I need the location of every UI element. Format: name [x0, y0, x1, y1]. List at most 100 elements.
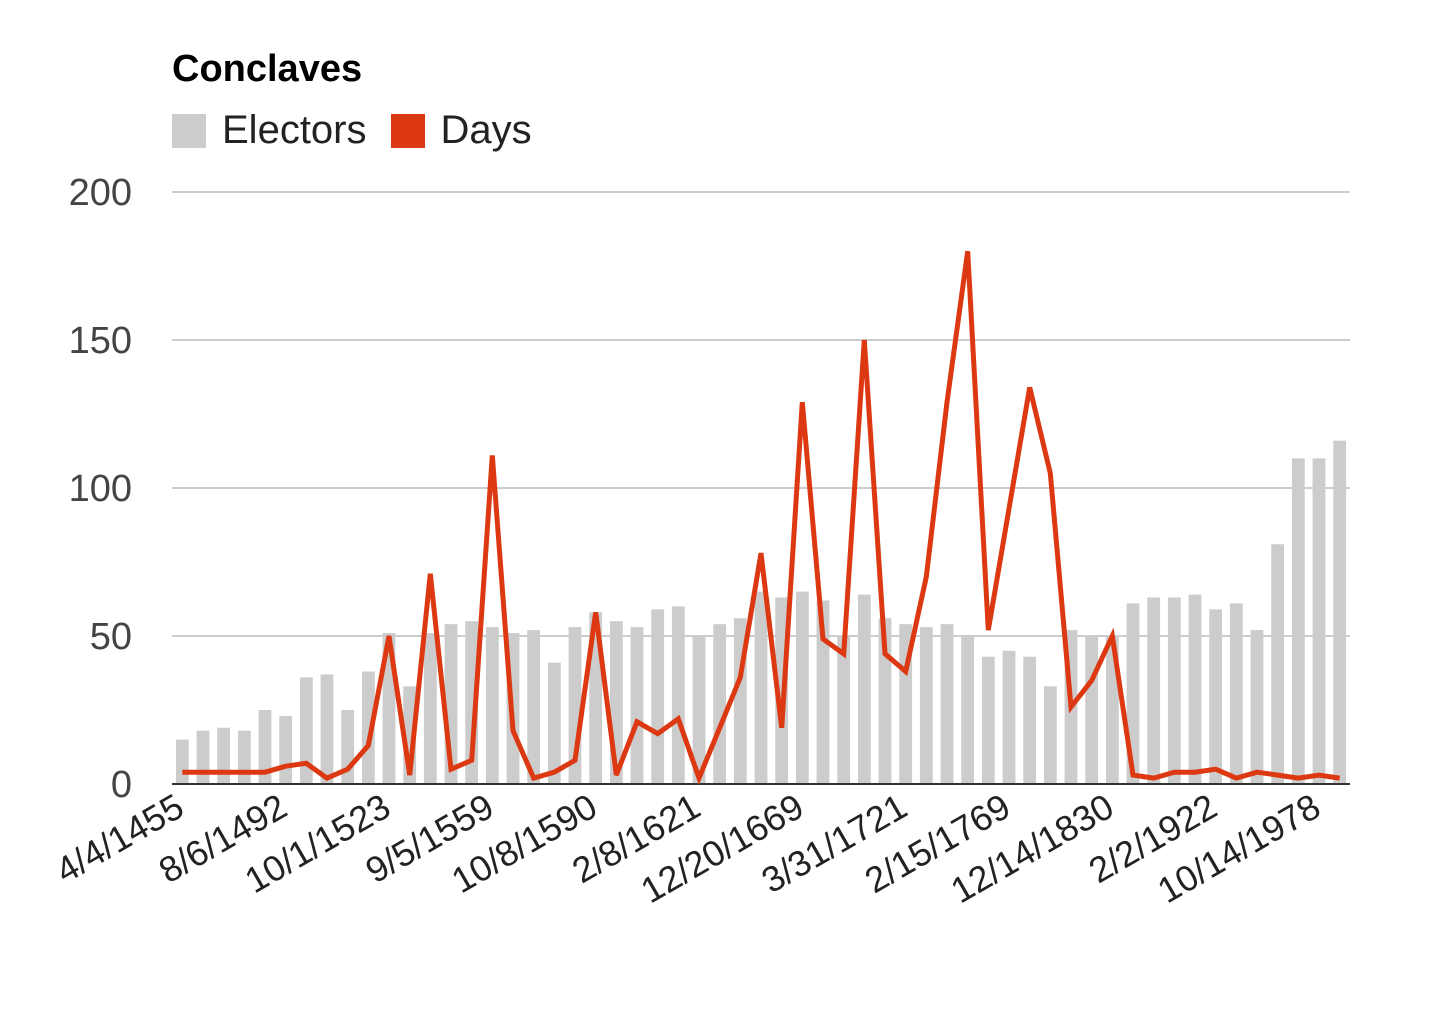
point-days[interactable] [633, 718, 641, 726]
point-days[interactable] [1026, 383, 1034, 391]
point-days[interactable] [282, 762, 290, 770]
point-days[interactable] [674, 715, 682, 723]
legend-swatch-electors [172, 113, 206, 148]
point-days[interactable] [984, 626, 992, 634]
point-days[interactable] [778, 724, 786, 732]
point-days[interactable] [1232, 774, 1240, 782]
bar-electors[interactable] [630, 627, 644, 784]
point-days[interactable] [592, 608, 600, 616]
legend-item-electors[interactable]: Electors [172, 108, 367, 153]
point-days[interactable] [220, 768, 228, 776]
bar-electors[interactable] [279, 715, 293, 784]
point-days[interactable] [819, 635, 827, 643]
bar-electors[interactable] [816, 600, 830, 784]
point-days[interactable] [199, 768, 207, 776]
bar-electors[interactable] [1167, 597, 1181, 784]
point-days[interactable] [964, 247, 972, 255]
bar-electors[interactable] [713, 624, 727, 784]
bar-electors[interactable] [671, 606, 685, 784]
line-days[interactable] [182, 250, 1341, 786]
bar-electors[interactable] [1291, 458, 1305, 784]
bar-electors[interactable] [837, 636, 851, 784]
bar-electors[interactable] [651, 609, 665, 784]
point-days[interactable] [1067, 703, 1075, 711]
point-days[interactable] [1046, 469, 1054, 477]
point-days[interactable] [716, 724, 724, 732]
bar-electors[interactable] [1209, 609, 1223, 784]
point-days[interactable] [1253, 768, 1261, 776]
point-days[interactable] [488, 451, 496, 459]
point-days[interactable] [1191, 768, 1199, 776]
point-days[interactable] [550, 768, 558, 776]
bar-electors[interactable] [940, 624, 954, 784]
point-days[interactable] [302, 759, 310, 767]
point-days[interactable] [695, 774, 703, 782]
point-days[interactable] [385, 632, 393, 640]
point-days[interactable] [364, 742, 372, 750]
point-days[interactable] [406, 771, 414, 779]
point-days[interactable] [1150, 774, 1158, 782]
bar-electors[interactable] [795, 591, 809, 784]
point-days[interactable] [261, 768, 269, 776]
point-days[interactable] [1294, 774, 1302, 782]
point-days[interactable] [881, 650, 889, 658]
point-days[interactable] [323, 774, 331, 782]
point-days[interactable] [1315, 771, 1323, 779]
bar-electors[interactable] [1333, 440, 1347, 784]
bar-electors[interactable] [423, 633, 437, 784]
point-days[interactable] [571, 756, 579, 764]
bar-electors[interactable] [320, 674, 334, 784]
bar-electors[interactable] [485, 627, 499, 784]
point-days[interactable] [426, 570, 434, 578]
bar-electors[interactable] [299, 677, 313, 784]
bar-electors[interactable] [919, 627, 933, 784]
point-days[interactable] [1088, 676, 1096, 684]
bar-electors[interactable] [547, 662, 561, 784]
point-days[interactable] [178, 768, 186, 776]
bar-electors[interactable] [361, 671, 375, 784]
bar-electors[interactable] [981, 656, 995, 784]
bar-electors[interactable] [1250, 630, 1264, 784]
bar-electors[interactable] [1271, 544, 1285, 784]
point-days[interactable] [1212, 765, 1220, 773]
point-days[interactable] [757, 549, 765, 557]
bar-electors[interactable] [1229, 603, 1243, 784]
bar-electors[interactable] [258, 710, 272, 784]
bar-electors[interactable] [1023, 656, 1037, 784]
point-days[interactable] [840, 650, 848, 658]
point-days[interactable] [736, 673, 744, 681]
bar-electors[interactable] [1085, 636, 1099, 784]
point-days[interactable] [1336, 774, 1344, 782]
point-days[interactable] [344, 765, 352, 773]
bar-electors[interactable] [857, 594, 871, 784]
bar-electors[interactable] [1312, 458, 1326, 784]
bar-electors[interactable] [1002, 650, 1016, 784]
point-days[interactable] [1108, 632, 1116, 640]
bar-electors[interactable] [692, 636, 706, 784]
point-days[interactable] [612, 771, 620, 779]
point-days[interactable] [922, 573, 930, 581]
point-days[interactable] [943, 398, 951, 406]
bar-electors[interactable] [1147, 597, 1161, 784]
point-days[interactable] [447, 765, 455, 773]
bar-electors[interactable] [754, 591, 768, 784]
legend-label-electors: Electors [222, 108, 367, 152]
point-days[interactable] [509, 727, 517, 735]
bar-electors[interactable] [175, 739, 189, 784]
point-days[interactable] [902, 668, 910, 676]
bar-electors[interactable] [527, 630, 541, 784]
point-days[interactable] [530, 774, 538, 782]
point-days[interactable] [654, 730, 662, 738]
point-days[interactable] [1170, 768, 1178, 776]
point-days[interactable] [240, 768, 248, 776]
legend-item-days[interactable]: Days [390, 108, 532, 153]
point-days[interactable] [1005, 505, 1013, 513]
bar-electors[interactable] [1188, 594, 1202, 784]
point-days[interactable] [1129, 771, 1137, 779]
point-days[interactable] [798, 398, 806, 406]
point-days[interactable] [468, 756, 476, 764]
bar-electors[interactable] [1043, 686, 1057, 784]
point-days[interactable] [1274, 771, 1282, 779]
point-days[interactable] [860, 336, 868, 344]
bar-electors[interactable] [961, 636, 975, 784]
